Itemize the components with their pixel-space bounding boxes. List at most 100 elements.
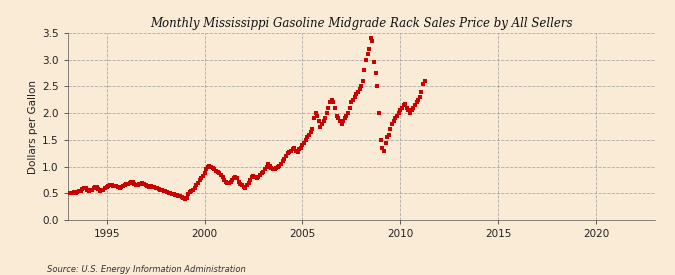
Y-axis label: Dollars per Gallon: Dollars per Gallon (28, 79, 38, 174)
Point (109, 184, 120, 188)
Point (215, 172, 226, 177)
Point (304, 132, 315, 137)
Point (274, 163, 285, 168)
Point (161, 190, 172, 194)
Point (225, 179, 236, 184)
Point (75, 188, 86, 193)
Point (256, 171, 267, 175)
Point (200, 167, 211, 171)
Point (331, 114, 342, 118)
Point (65, 191, 76, 195)
Point (186, 188, 197, 193)
Point (320, 116, 331, 121)
Point (238, 185, 249, 189)
Point (196, 176, 207, 180)
Point (340, 116, 350, 121)
Point (144, 185, 155, 189)
Point (114, 186, 125, 190)
Point (380, 140, 391, 145)
Point (234, 179, 244, 184)
Point (419, 79, 430, 83)
Point (323, 106, 334, 110)
Point (279, 156, 290, 161)
Point (349, 95, 360, 99)
Point (408, 106, 418, 110)
Point (232, 176, 242, 180)
Point (261, 164, 272, 169)
Point (83, 188, 94, 193)
Point (147, 185, 158, 189)
Point (211, 169, 221, 173)
Point (267, 167, 278, 171)
Point (212, 170, 223, 174)
Point (253, 175, 264, 180)
Point (139, 182, 150, 186)
Point (175, 194, 186, 199)
Point (379, 148, 389, 153)
Point (395, 108, 406, 113)
Point (165, 191, 176, 196)
Point (148, 185, 159, 189)
Point (290, 148, 301, 153)
Point (70, 191, 81, 195)
Point (369, 60, 379, 65)
Point (282, 151, 293, 155)
Point (310, 111, 321, 115)
Point (150, 186, 161, 190)
Point (418, 82, 429, 86)
Point (181, 195, 192, 200)
Point (348, 98, 358, 102)
Point (117, 184, 128, 189)
Point (204, 163, 215, 168)
Point (259, 167, 270, 171)
Point (121, 182, 132, 186)
Point (326, 98, 337, 102)
Point (77, 187, 88, 191)
Point (302, 135, 313, 139)
Point (93, 187, 104, 191)
Point (328, 100, 339, 105)
Point (258, 170, 269, 174)
Point (206, 164, 217, 169)
Point (219, 178, 230, 182)
Point (375, 138, 386, 142)
Point (352, 90, 363, 94)
Point (198, 174, 209, 178)
Point (159, 188, 169, 193)
Point (122, 182, 133, 186)
Point (377, 146, 387, 150)
Point (383, 132, 394, 137)
Point (336, 122, 347, 126)
Point (333, 116, 344, 121)
Point (300, 138, 311, 142)
Point (313, 119, 324, 123)
Point (289, 146, 300, 150)
Point (67, 191, 78, 196)
Point (402, 106, 412, 110)
Point (63, 191, 74, 196)
Point (132, 183, 143, 188)
Point (284, 149, 295, 154)
Point (315, 124, 326, 129)
Point (344, 106, 355, 110)
Point (362, 52, 373, 57)
Point (403, 108, 414, 113)
Point (72, 190, 82, 194)
Point (312, 114, 323, 118)
Point (338, 119, 348, 123)
Point (367, 39, 378, 43)
Point (297, 143, 308, 147)
Point (130, 183, 141, 187)
Point (250, 175, 261, 180)
Point (129, 182, 140, 186)
Point (416, 90, 427, 94)
Point (69, 190, 80, 194)
Point (317, 122, 327, 126)
Point (298, 140, 309, 145)
Point (414, 95, 425, 99)
Point (343, 111, 354, 115)
Point (108, 184, 119, 189)
Point (251, 176, 262, 180)
Point (145, 184, 156, 189)
Point (411, 100, 422, 105)
